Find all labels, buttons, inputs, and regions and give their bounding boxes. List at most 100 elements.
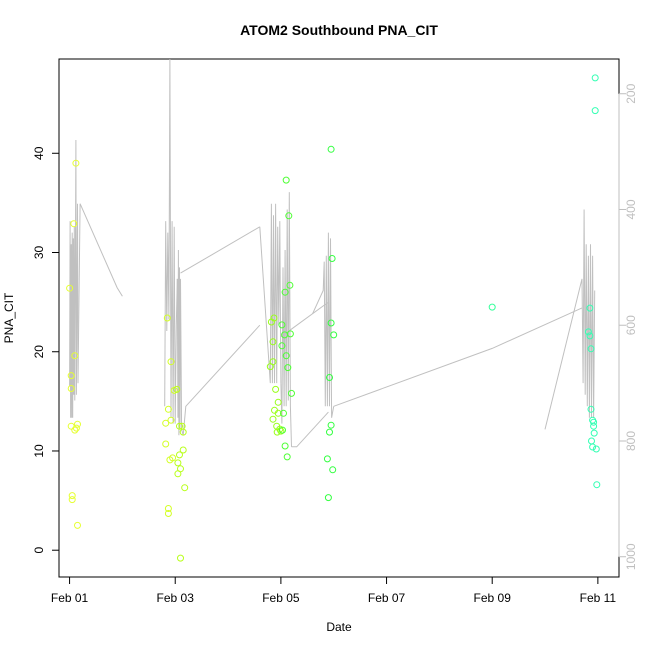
y-tick-label: 30 xyxy=(32,246,46,260)
data-point xyxy=(68,492,76,500)
data-point xyxy=(162,419,170,427)
data-point xyxy=(274,409,282,417)
altitude-line-segment xyxy=(312,232,335,418)
data-point xyxy=(74,420,81,428)
y-tick-label: 20 xyxy=(32,345,46,359)
data-point xyxy=(283,453,291,461)
data-point xyxy=(488,303,496,311)
data-point xyxy=(278,342,286,350)
data-point xyxy=(590,422,598,430)
data-point xyxy=(281,442,289,450)
y-tick-label: 10 xyxy=(32,444,46,458)
data-point xyxy=(164,505,172,512)
y-axis-label: PNA_CIT xyxy=(2,292,16,343)
data-point xyxy=(272,385,280,393)
data-point xyxy=(269,338,277,346)
data-point xyxy=(327,421,335,429)
data-point xyxy=(66,284,74,292)
altitude-line-segment xyxy=(164,58,178,424)
data-point xyxy=(179,428,187,436)
data-point xyxy=(589,443,597,451)
data-point xyxy=(162,440,170,448)
data-point xyxy=(173,385,181,393)
secondary-y-tick-label: 800 xyxy=(624,431,638,451)
altitude-line-segment xyxy=(176,249,184,436)
secondary-y-tick-label: 600 xyxy=(624,315,638,335)
chart-title: ATOM2 Southbound PNA_CIT xyxy=(240,22,438,38)
altitude-line-segment xyxy=(259,203,282,384)
data-point xyxy=(324,494,332,502)
data-point xyxy=(326,428,333,436)
data-point xyxy=(72,159,80,167)
points-layer xyxy=(66,74,601,562)
altitude-line-segment xyxy=(544,209,596,430)
data-point xyxy=(67,372,75,380)
data-point xyxy=(176,422,183,430)
y-axis: 0 10 20 30 40 xyxy=(32,146,60,554)
data-point xyxy=(586,332,594,340)
data-point xyxy=(280,409,287,417)
x-tick-label: Feb 09 xyxy=(474,591,512,605)
altitude-line-segment xyxy=(77,203,123,384)
x-tick-label: Feb 05 xyxy=(262,591,300,605)
data-point xyxy=(327,145,335,153)
data-point xyxy=(269,358,277,366)
data-point xyxy=(278,321,286,329)
data-point xyxy=(590,418,598,426)
secondary-y-tick-label: 200 xyxy=(624,83,638,103)
secondary-y-tick-label: 1000 xyxy=(624,543,638,570)
y-tick-label: 40 xyxy=(32,146,46,160)
data-point xyxy=(286,281,294,289)
altitude-line-segment xyxy=(182,324,261,436)
data-point xyxy=(176,451,183,459)
data-point xyxy=(328,255,336,262)
data-point xyxy=(587,345,595,353)
data-point xyxy=(288,389,295,397)
data-point xyxy=(67,385,75,392)
data-point xyxy=(177,465,184,473)
plot-frame xyxy=(58,58,620,578)
y-tick-label: 0 xyxy=(32,547,46,554)
altitude-line-segment xyxy=(180,226,261,274)
data-point xyxy=(587,405,595,413)
data-point xyxy=(163,314,171,322)
x-tick-label: Feb 03 xyxy=(157,591,195,605)
data-point xyxy=(181,484,189,492)
x-tick-label: Feb 01 xyxy=(51,591,89,605)
data-point xyxy=(179,446,187,454)
data-point xyxy=(68,496,76,504)
data-point xyxy=(593,481,601,489)
altitude-track-layer xyxy=(69,58,596,448)
data-point xyxy=(71,352,79,360)
data-point xyxy=(591,107,599,115)
data-point xyxy=(591,74,599,82)
altitude-line-segment xyxy=(280,192,292,447)
data-point xyxy=(323,455,331,463)
data-point xyxy=(327,319,335,327)
secondary-y-axis: 200 400 600 800 1000 xyxy=(618,83,638,570)
data-point xyxy=(285,212,293,220)
data-point xyxy=(326,374,333,381)
altitude-line-segment xyxy=(333,307,583,407)
altitude-line-segment xyxy=(69,139,79,418)
data-point xyxy=(177,554,184,562)
data-point xyxy=(279,426,286,434)
data-point xyxy=(164,405,172,413)
data-point xyxy=(169,454,177,462)
data-point xyxy=(269,415,277,423)
x-axis-label: Date xyxy=(326,620,352,634)
data-point xyxy=(270,314,278,322)
data-point xyxy=(277,427,285,435)
data-point xyxy=(74,521,81,529)
data-point xyxy=(167,416,175,424)
x-tick-label: Feb 07 xyxy=(368,591,406,605)
data-point xyxy=(282,352,290,360)
data-point xyxy=(329,466,337,474)
secondary-y-tick-label: 400 xyxy=(624,199,638,219)
data-point xyxy=(164,510,172,517)
data-point xyxy=(282,176,290,184)
data-point xyxy=(71,426,79,434)
data-point xyxy=(586,304,594,312)
data-point xyxy=(174,459,182,467)
